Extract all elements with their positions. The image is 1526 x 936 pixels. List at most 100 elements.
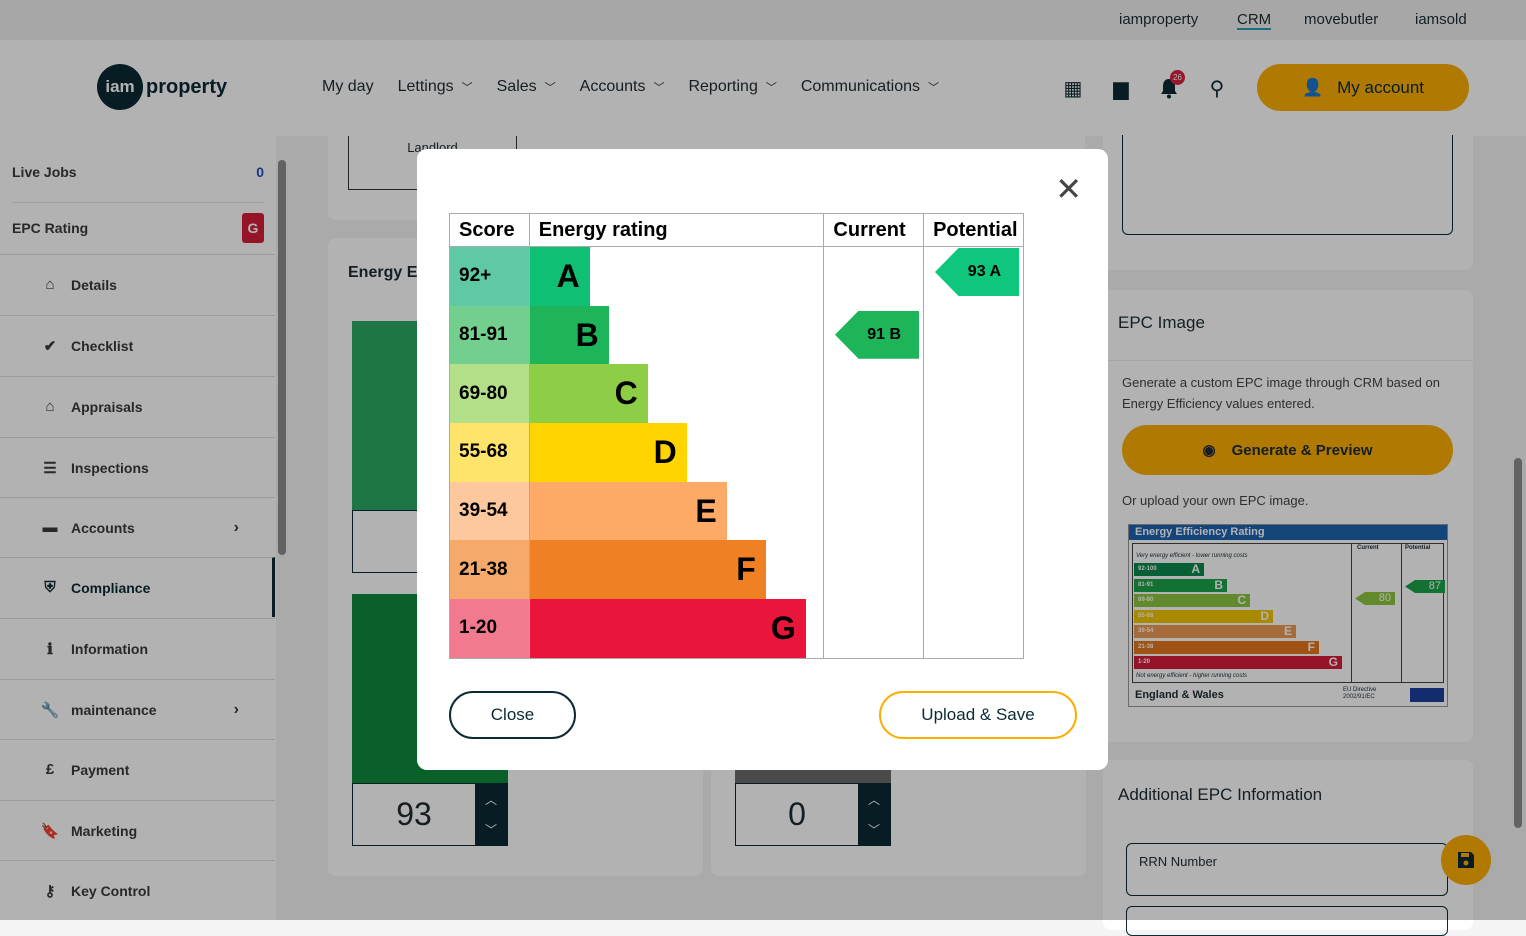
nav-label: Accounts — [579, 78, 646, 95]
nav-reporting[interactable]: Reporting ﹀ — [688, 78, 776, 96]
calendar-icon[interactable]: ▆ — [1113, 78, 1129, 100]
sidebar-item-marketing[interactable]: 🔖 Marketing — [0, 800, 275, 860]
rating-row: 55-68 D — [449, 423, 1024, 482]
bar-cell: C — [528, 364, 825, 424]
epc-image-description: Generate a custom EPC image through CRM … — [1122, 375, 1440, 411]
band-letter: C — [1237, 593, 1246, 607]
additional-epc-title: Additional EPC Information — [1118, 785, 1323, 804]
epc-rating-table: Score Energy rating Current Potential 92… — [449, 213, 1024, 659]
band-letter: G — [1328, 655, 1338, 669]
epc-img-bottom-note: Not energy efficient - higher running co… — [1136, 673, 1248, 679]
logo[interactable]: iam property — [97, 64, 227, 110]
sidebar-item-label: Checklist — [71, 337, 134, 354]
sidebar-item-appraisals[interactable]: ⌂ Appraisals — [0, 376, 275, 436]
sidebar-item-accounts[interactable]: ▬ Accounts › — [0, 497, 275, 557]
stepper[interactable]: ︿ ﹀ — [858, 784, 890, 845]
link-crm[interactable]: CRM — [1237, 11, 1272, 30]
chevron-down-icon: ﹀ — [653, 82, 665, 94]
chevron-up-icon[interactable]: ︿ — [867, 792, 880, 807]
epc-img-band: 1-20 G — [1134, 656, 1342, 669]
save-fab-button[interactable] — [1441, 835, 1491, 885]
chevron-down-icon[interactable]: ﹀ — [867, 823, 880, 838]
eye-icon: ◉ — [1202, 442, 1216, 459]
bar-cell: D — [528, 423, 825, 482]
chevron-up-icon[interactable]: ︿ — [484, 792, 497, 807]
epc-rating-modal: ✕ Score Energy rating Current Potential … — [417, 149, 1108, 770]
potential-score-input[interactable]: 93 ︿ ﹀ — [352, 783, 508, 846]
current-cell — [823, 481, 925, 541]
close-button-label: Close — [490, 705, 535, 724]
my-account-button[interactable]: 👤 My account — [1257, 64, 1469, 111]
page-scrollbar[interactable] — [1514, 458, 1522, 828]
epc-img-band: 92-100 A — [1134, 563, 1204, 576]
generate-preview-button[interactable]: ◉ Generate & Preview — [1122, 425, 1453, 475]
sidebar-item-checklist[interactable]: ✔ Checklist — [0, 315, 275, 375]
rating-row: 69-80 C — [449, 364, 1024, 424]
current-cell — [823, 540, 925, 600]
link-iamsold[interactable]: iamsold — [1415, 11, 1467, 28]
nav-sales[interactable]: Sales ﹀ — [497, 78, 556, 96]
sidebar-item-label: Accounts — [71, 519, 135, 536]
sidebar-item-details[interactable]: ⌂ Details — [0, 254, 275, 314]
sidebar-item-maintenance[interactable]: 🔧 maintenance › — [0, 679, 275, 739]
link-iamproperty[interactable]: iamproperty — [1119, 11, 1199, 28]
check-circle-icon: ✔ — [43, 337, 57, 355]
close-icon[interactable]: ✕ — [1055, 171, 1082, 207]
sidebar-item-inspections[interactable]: ☰ Inspections — [0, 437, 275, 497]
epc-rating-badge: G — [242, 213, 264, 243]
stepper[interactable]: ︿ ﹀ — [475, 784, 507, 845]
sidebar-scrollbar[interactable] — [278, 160, 286, 555]
rrn-number-label: RRN Number — [1139, 854, 1218, 869]
upload-hint: Or upload your own EPC image. — [1122, 493, 1309, 508]
band-letter: A — [1191, 562, 1200, 576]
rating-bar-b: B — [529, 305, 609, 365]
bar-cell: B — [528, 305, 825, 365]
generate-preview-label: Generate & Preview — [1231, 441, 1373, 459]
nav-accounts[interactable]: Accounts ﹀ — [580, 78, 665, 96]
notes-textarea[interactable] — [1122, 135, 1453, 235]
epc-rating-label: EPC Rating — [12, 220, 89, 236]
band-range: 21-38 — [1138, 643, 1154, 650]
current-cell — [823, 599, 925, 659]
search-icon[interactable]: ⚲ — [1209, 78, 1225, 100]
nav-my-day[interactable]: My day — [322, 78, 374, 96]
apps-grid-icon[interactable]: ▦ — [1063, 78, 1083, 100]
score-cell: 1-20 — [449, 599, 530, 659]
notification-badge: 26 — [1170, 70, 1185, 85]
sidebar-item-key-control[interactable]: ⚷ Key Control — [0, 860, 275, 920]
sidebar-item-payment[interactable]: £ Payment — [0, 739, 275, 799]
chevron-down-icon[interactable]: ﹀ — [484, 823, 497, 838]
my-account-label: My account — [1337, 77, 1425, 97]
epc-image-preview[interactable]: Energy Efficiency Rating Current Potenti… — [1128, 524, 1448, 707]
link-movebutler[interactable]: movebutler — [1304, 11, 1379, 28]
sidebar-item-compliance[interactable]: ⛨ Compliance — [0, 557, 275, 617]
sidebar-item-label: Inspections — [71, 459, 149, 476]
sidebar-item-label: Compliance — [71, 579, 151, 596]
current-rating-label: 91 B — [867, 325, 901, 343]
epc-img-band: 55-68 D — [1134, 609, 1273, 623]
bar-cell: F — [528, 540, 825, 600]
sidebar-item-information[interactable]: ℹ Information — [0, 618, 275, 678]
nav-label: Sales — [496, 78, 537, 95]
key-icon: ⚷ — [44, 882, 56, 900]
nav-communications[interactable]: Communications ﹀ — [801, 78, 939, 96]
score-input[interactable]: 0 ︿ ﹀ — [735, 783, 891, 846]
upload-save-button[interactable]: Upload & Save — [879, 691, 1077, 739]
sidebar-item-label: Details — [71, 276, 117, 293]
epc-rating-row: EPC Rating G — [12, 202, 264, 243]
energy-card-title: Energy E — [348, 264, 418, 281]
epc-img-directive: EU Directive 2002/91/EC — [1343, 687, 1377, 700]
score-cell: 55-68 — [449, 423, 530, 482]
logo-mark: iam — [97, 64, 143, 110]
score-cell: 92+ — [449, 246, 530, 306]
nav-label: Communications — [800, 78, 920, 95]
main-nav: My day Lettings ﹀ Sales ﹀ Accounts ﹀ Report… — [322, 78, 939, 96]
current-cell — [823, 364, 925, 424]
rating-row: 21-38 F — [449, 540, 1024, 600]
notes-card — [1103, 120, 1473, 270]
band-letter: F — [1307, 639, 1315, 654]
close-button[interactable]: Close — [449, 691, 576, 739]
sidebar-item-label: Payment — [71, 761, 130, 778]
epc-img-top-note: Very energy efficient - lower running co… — [1136, 553, 1248, 559]
nav-lettings[interactable]: Lettings ﹀ — [398, 78, 473, 96]
